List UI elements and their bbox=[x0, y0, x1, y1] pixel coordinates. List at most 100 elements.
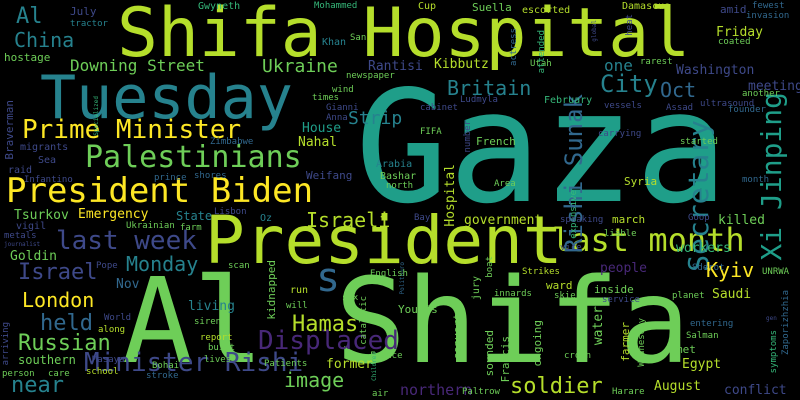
word-image: image bbox=[284, 368, 345, 392]
word-former: former bbox=[326, 357, 373, 372]
word-strip: Strip bbox=[348, 108, 403, 129]
word-attended: attended bbox=[537, 30, 547, 74]
word-pope: Pope bbox=[96, 261, 118, 271]
word-report: report bbox=[200, 333, 233, 343]
word-palestinians: Palestinians bbox=[85, 140, 302, 175]
word-last-month: last month bbox=[552, 221, 745, 259]
word-fewest: fewest bbox=[752, 1, 785, 11]
word-stroke: stroke bbox=[146, 371, 179, 381]
word-along: along bbox=[98, 325, 126, 335]
word-newspaper: newspaper bbox=[346, 71, 395, 81]
word-london: London bbox=[22, 288, 95, 312]
word-conflict: conflict bbox=[724, 383, 787, 398]
word-president-biden: President Biden bbox=[6, 171, 314, 211]
word-person: person bbox=[2, 369, 35, 379]
word-journalist: journalist bbox=[4, 241, 41, 248]
word-heat: heat bbox=[625, 14, 635, 36]
word-farmer: farmer bbox=[619, 322, 632, 362]
word-sea: Sea bbox=[38, 155, 57, 166]
word-prime-minister: Prime Minister bbox=[22, 115, 242, 145]
word-damascus: Damascus bbox=[622, 1, 671, 12]
word-egypt: Egypt bbox=[682, 357, 722, 372]
word-salman: Salman bbox=[686, 331, 719, 341]
word-strikes: Strikes bbox=[522, 267, 560, 277]
word-friday: Friday bbox=[716, 25, 763, 40]
word-started: started bbox=[680, 137, 718, 147]
word-vigil: vigil bbox=[16, 221, 47, 232]
word-living: living bbox=[188, 299, 235, 314]
word-fifa: FIFA bbox=[420, 127, 442, 137]
word-israeli: Israeli bbox=[306, 208, 391, 232]
word-march: march bbox=[612, 213, 646, 226]
word-farm: farm bbox=[180, 223, 202, 233]
word-last-week: last week bbox=[56, 226, 197, 256]
word-crown: crown bbox=[564, 351, 592, 361]
word-catalytic: catalytic bbox=[359, 296, 369, 345]
word-utah: Utah bbox=[530, 59, 552, 69]
word-vice: vice bbox=[560, 243, 582, 253]
word-july: July bbox=[70, 5, 97, 18]
word-kyiv: Kyiv bbox=[706, 258, 755, 282]
word-house: House bbox=[302, 121, 342, 136]
word-lisbon: Lisbon bbox=[214, 207, 247, 217]
word-gen: gen bbox=[766, 315, 777, 322]
word-britain: Britain bbox=[447, 76, 532, 100]
word-tuesday: Tuesday bbox=[40, 63, 293, 133]
word-water: water bbox=[591, 306, 606, 346]
word-converted: converted bbox=[451, 300, 464, 360]
word-will: will bbox=[286, 301, 308, 311]
word-air: air bbox=[372, 389, 389, 399]
word-global: global bbox=[591, 20, 598, 42]
word-entering: entering bbox=[690, 319, 734, 329]
word-zaporizhzhia: Zaporizhzhia bbox=[781, 290, 791, 356]
word-gaza: Gaza bbox=[355, 57, 729, 238]
word-prince: prince bbox=[154, 173, 187, 183]
word-khan: Khan bbox=[322, 37, 347, 48]
word-oct: Oct bbox=[660, 78, 697, 102]
word-monday: Monday bbox=[126, 252, 199, 276]
word-oz: Oz bbox=[260, 213, 273, 224]
word-san: San bbox=[350, 33, 367, 43]
word-month: month bbox=[742, 175, 770, 185]
word-al: Al bbox=[16, 4, 43, 29]
word-kidnapped: kidnapped bbox=[265, 260, 278, 320]
word-wednesday: Wednesday bbox=[637, 318, 647, 367]
word-weifang: Weifang bbox=[306, 169, 353, 182]
word-raid: raid bbox=[8, 165, 33, 176]
word-innards: innards bbox=[494, 289, 532, 299]
word-jury: jury bbox=[471, 276, 482, 301]
word-braverman: Braverman bbox=[3, 100, 16, 160]
word-english: English bbox=[370, 269, 408, 279]
word-france: France bbox=[370, 351, 403, 361]
word-people: people bbox=[600, 261, 647, 276]
word-downing-street: Downing Street bbox=[70, 56, 205, 75]
word-skier: skier bbox=[554, 291, 582, 301]
word-gianni: Gianni bbox=[326, 103, 359, 113]
word-northern: northern bbox=[400, 381, 473, 399]
word-shifa-hospital: Shifa Hospital bbox=[117, 0, 691, 73]
word-suella: Suella bbox=[472, 1, 512, 14]
word-area: Area bbox=[494, 179, 516, 189]
word-tractor: tractor bbox=[70, 19, 108, 29]
word-goop: Goop bbox=[688, 213, 710, 223]
word-masaya: Masaya bbox=[92, 355, 125, 365]
word-bohai: Bohai bbox=[152, 361, 180, 371]
word-run: run bbox=[290, 285, 309, 296]
word-president: President bbox=[205, 202, 563, 279]
word-north: north bbox=[386, 181, 414, 191]
word-scan: scan bbox=[228, 261, 250, 271]
word-hamas: Hamas bbox=[292, 312, 359, 337]
word-cup: Cup bbox=[418, 1, 437, 12]
word-vessels: vessels bbox=[604, 101, 642, 111]
word-symptoms: symptoms bbox=[769, 330, 779, 374]
word-rantisi: Rantisi bbox=[368, 59, 423, 74]
word-city: City bbox=[600, 70, 658, 98]
word-state: State bbox=[176, 209, 213, 223]
word-actress: actress bbox=[509, 28, 519, 66]
word-planet: planet bbox=[672, 291, 705, 301]
word-arriving: arriving bbox=[1, 322, 11, 366]
word-another: another bbox=[742, 89, 780, 99]
word-russian: Russian bbox=[18, 331, 111, 356]
word-assad: Assad bbox=[666, 103, 694, 113]
